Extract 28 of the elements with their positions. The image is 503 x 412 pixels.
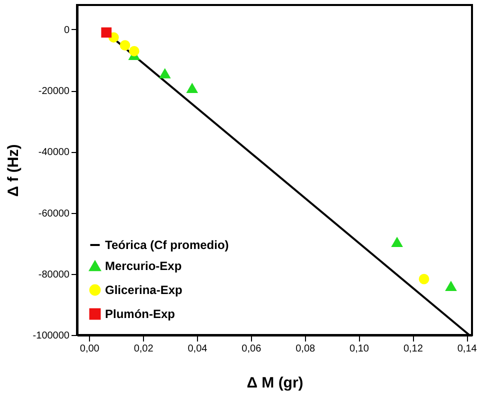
legend-label: Plumón-Exp [105,307,176,321]
point [128,46,140,56]
x-tick-label: 0,02 [134,344,154,354]
x-tick-label: 0,10 [350,344,370,354]
y-tick-label: -60000 [38,208,70,220]
x-tick-label: 0,04 [188,344,208,354]
point [418,274,430,284]
x-axis-title: Δ M (gr) [246,374,304,392]
legend-label: Glicerina-Exp [105,283,182,297]
point [186,84,198,94]
y-tick-label: 0 [64,24,70,36]
legend-label: Mercurio-Exp [105,259,182,273]
point [446,282,456,292]
y-tick-label: -100000 [32,330,70,342]
legend-label: Teórica (Cf promedio) [105,238,229,252]
point [392,238,402,248]
point [120,40,130,51]
point [101,27,112,38]
x-tick-label: 0,00 [80,344,100,354]
x-tick-label: 0,06 [242,344,262,354]
y-tick-label: -40000 [38,147,70,158]
point [160,69,170,78]
y-tick-label: -80000 [38,269,70,280]
x-tick-label: 0,08 [296,344,316,354]
x-tick-label: 0,14 [457,344,478,354]
x-tick-label: 0,12 [403,344,424,354]
y-axis-title: Δ f (Hz) [4,144,22,197]
y-tick-label: -20000 [38,86,70,98]
